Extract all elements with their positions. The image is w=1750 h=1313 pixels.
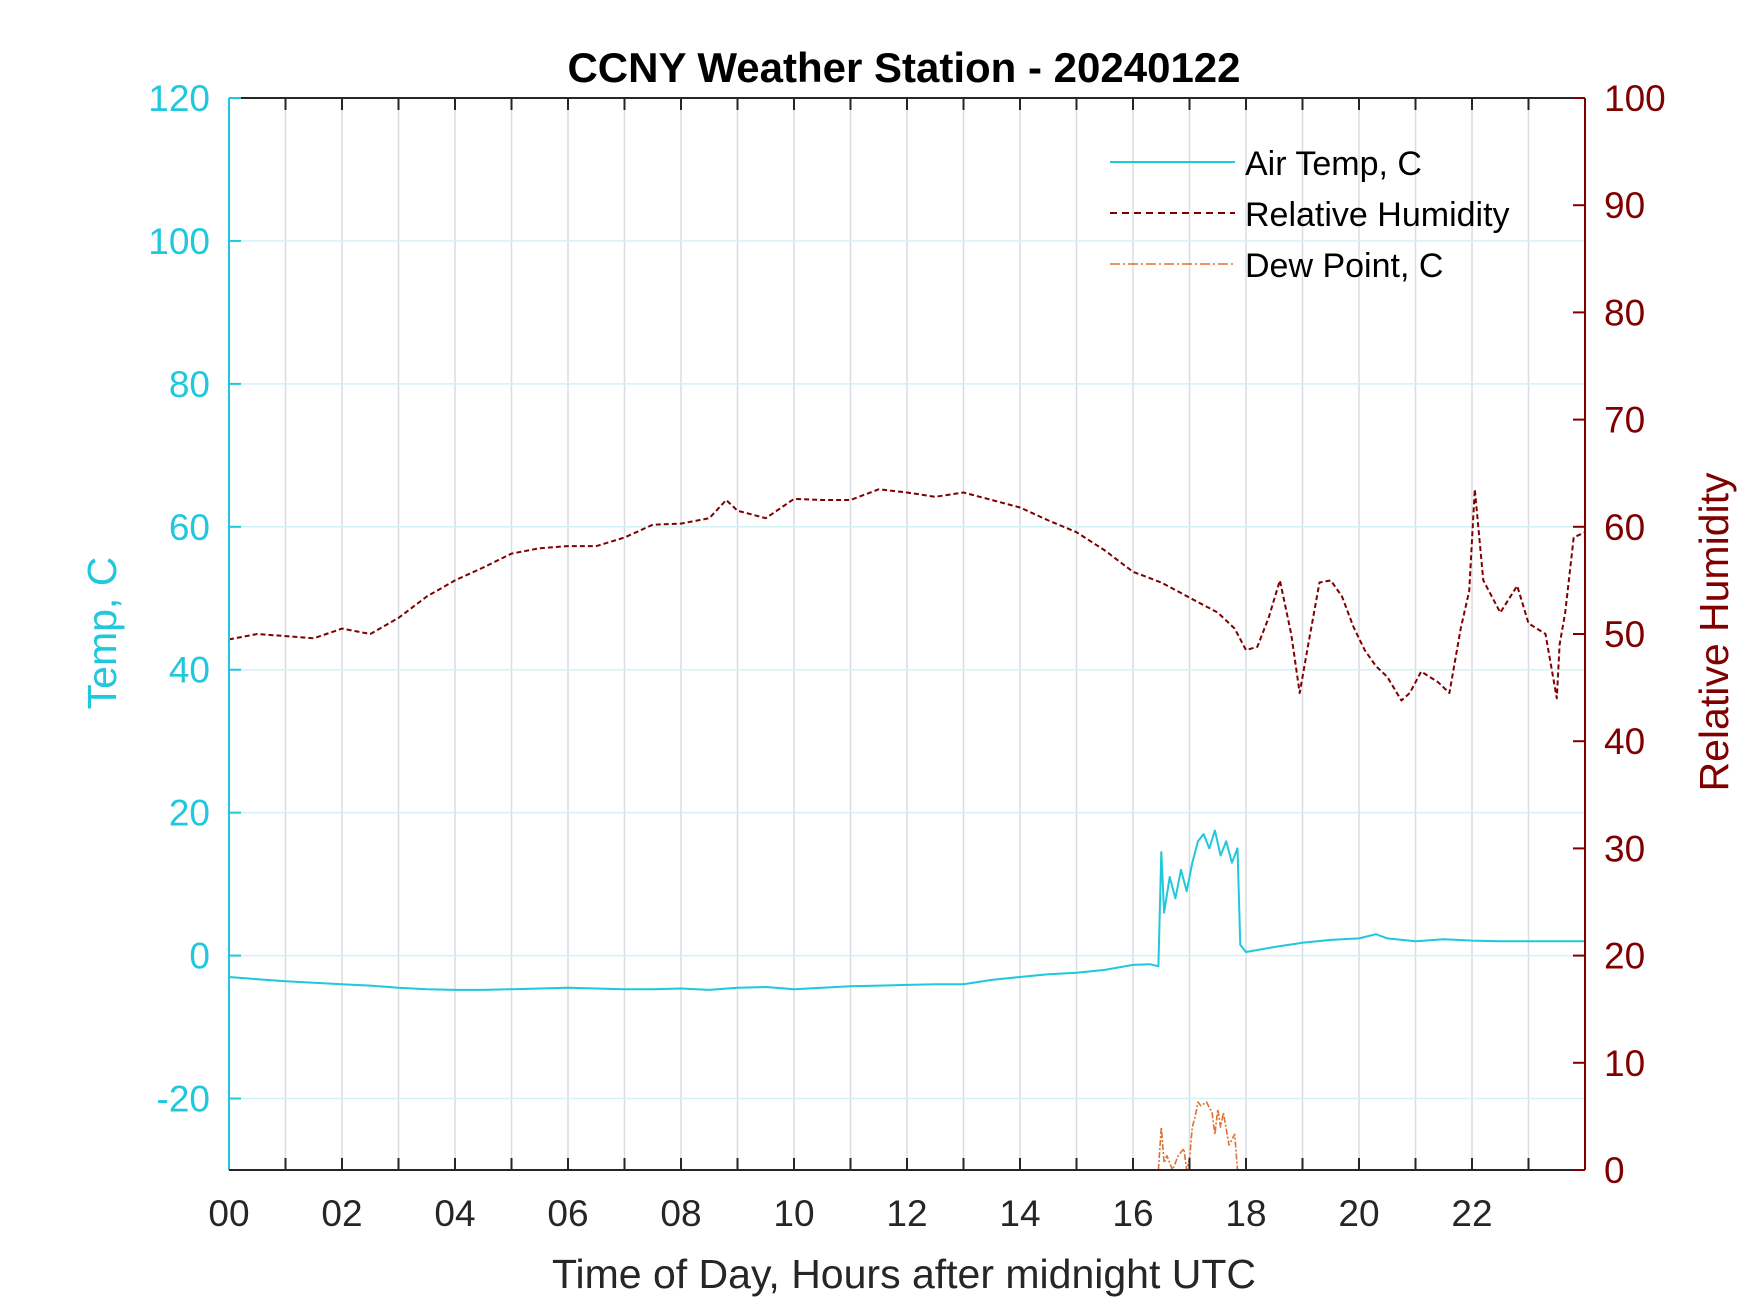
y-left-tick-label: -20 (157, 1079, 210, 1120)
y-left-tick-label: 100 (148, 221, 210, 262)
series-line-air-temp (228, 829, 1585, 991)
y-right-tick-label: 90 (1604, 185, 1645, 226)
tick-labels: 00 02 04 06 08 10 12 14 16 18 20 22-200204060801001… (148, 78, 1665, 1234)
y-left-tick-label: 0 (189, 936, 210, 977)
y-right-tick-label: 30 (1604, 828, 1645, 869)
y-right-tick-label: 50 (1604, 614, 1645, 655)
x-tick-label: 02 (321, 1193, 362, 1234)
x-tick-label: 10 (773, 1193, 814, 1234)
x-tick-label: 22 (1451, 1193, 1492, 1234)
y-axis-label-right: Relative Humidity (1691, 472, 1737, 791)
x-tick-label: 08 (660, 1193, 701, 1234)
x-tick-label: 00 (208, 1193, 249, 1234)
x-tick-label: 06 (547, 1193, 588, 1234)
x-tick-label: 04 (434, 1193, 475, 1234)
x-tick-label: 12 (886, 1193, 927, 1234)
x-axis-label: Time of Day, Hours after midnight UTC (552, 1251, 1256, 1297)
y-right-tick-label: 40 (1604, 721, 1645, 762)
y-right-tick-label: 10 (1604, 1043, 1645, 1084)
y-right-tick-label: 100 (1604, 78, 1666, 119)
legend-label-dew-point: Dew Point, C (1245, 247, 1443, 285)
y-left-tick-label: 20 (169, 793, 210, 834)
x-tick-label: 14 (999, 1193, 1040, 1234)
y-left-tick-label: 80 (169, 364, 210, 405)
legend: Air Temp, C Relative Humidity Dew Point,… (1110, 145, 1510, 285)
series-line-dew-point (1157, 1101, 1241, 1171)
x-tick-label: 16 (1112, 1193, 1153, 1234)
y-axis-label-left: Temp, C (79, 557, 125, 710)
series-lines (228, 488, 1586, 1171)
y-right-tick-label: 0 (1604, 1150, 1625, 1191)
chart-title: CCNY Weather Station - 20240122 (567, 44, 1240, 91)
y-right-tick-label: 70 (1604, 400, 1645, 441)
legend-label-air-temp: Air Temp, C (1245, 145, 1422, 183)
y-right-tick-label: 60 (1604, 507, 1645, 548)
x-tick-label: 18 (1225, 1193, 1266, 1234)
y-right-tick-label: 80 (1604, 292, 1645, 333)
y-right-tick-label: 20 (1604, 936, 1645, 977)
axes (228, 97, 1586, 1171)
grid (229, 98, 1585, 1170)
y-left-tick-label: 60 (169, 507, 210, 548)
legend-label-relative-humidity: Relative Humidity (1245, 196, 1510, 234)
y-left-tick-label: 120 (148, 78, 210, 119)
x-tick-label: 20 (1338, 1193, 1379, 1234)
y-left-tick-label: 40 (169, 650, 210, 691)
